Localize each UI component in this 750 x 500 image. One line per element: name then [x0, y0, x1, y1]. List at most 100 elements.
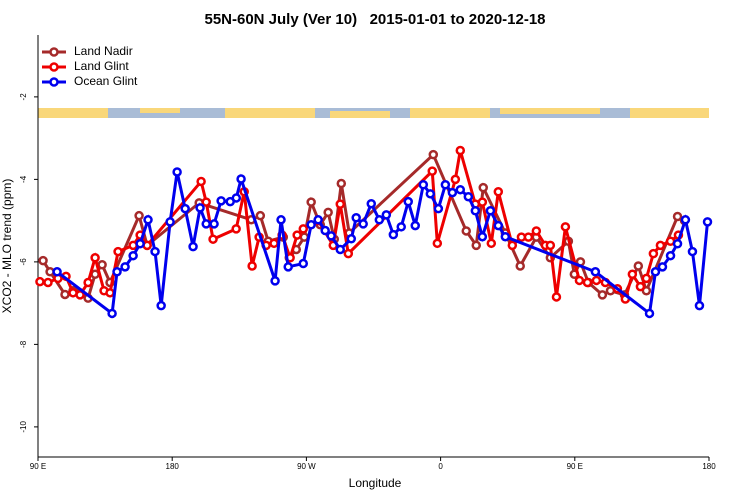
data-point [306, 220, 316, 230]
data-point [627, 269, 638, 280]
data-point [83, 277, 93, 288]
data-point [38, 255, 48, 266]
x-tick-label: 90 E [30, 462, 46, 471]
data-point [694, 300, 705, 311]
data-point [292, 230, 302, 240]
data-point [523, 232, 534, 242]
y-tick-label: -10 [19, 421, 28, 433]
x-tick-label: 180 [166, 462, 180, 471]
data-point [335, 244, 345, 255]
data-point [150, 246, 160, 257]
data-point [283, 262, 293, 272]
data-point [208, 234, 218, 244]
data-point [450, 174, 461, 185]
data-point [320, 225, 330, 236]
data-point [105, 288, 115, 298]
data-point [134, 210, 144, 221]
data-point [641, 286, 652, 296]
legend-marker [49, 62, 59, 72]
data-point [298, 224, 309, 234]
data-point [97, 260, 107, 270]
data-point [201, 219, 211, 229]
data-point [113, 246, 123, 257]
data-point [403, 196, 413, 207]
data-point [650, 267, 661, 277]
data-point [366, 198, 377, 209]
data-point [461, 226, 471, 236]
data-point [358, 219, 368, 229]
data-point [655, 240, 666, 251]
data-point [326, 231, 336, 241]
data-point [582, 277, 593, 288]
data-point [75, 290, 85, 300]
data-point [156, 300, 166, 311]
data-point [388, 229, 399, 240]
data-point [551, 292, 562, 302]
data-point [216, 196, 226, 206]
y-tick-label: -6 [19, 258, 28, 266]
legend-label: Ocean Glint [74, 74, 138, 88]
data-point [172, 167, 182, 177]
data-point [306, 197, 316, 207]
chart-title: 55N-60N July (Ver 10) 2015-01-01 to 2020… [204, 11, 545, 28]
data-point [381, 210, 392, 220]
data-point [201, 197, 211, 207]
data-point [323, 207, 333, 218]
data-point [507, 240, 518, 251]
data-point [209, 219, 219, 229]
data-point [657, 262, 668, 272]
legend-marker [49, 47, 59, 57]
data-point [486, 238, 497, 249]
data-point [672, 211, 683, 222]
data-point [428, 149, 439, 160]
data-point [531, 226, 542, 236]
data-point [597, 290, 608, 300]
data-point [343, 248, 354, 259]
data-point [396, 222, 406, 232]
data-point [590, 267, 601, 277]
data-point [471, 240, 481, 251]
data-point [702, 217, 713, 227]
data-point [180, 203, 190, 214]
data-point [43, 277, 53, 288]
data-point [135, 238, 145, 249]
data-point [418, 179, 429, 190]
data-point [298, 258, 309, 269]
data-point [128, 250, 138, 261]
data-point [433, 203, 444, 214]
data-point [196, 176, 206, 187]
data-point [276, 215, 286, 225]
x-tick-label: 90 E [567, 462, 583, 471]
y-axis-title: XCO2 - MLO trend (ppm) [0, 179, 14, 314]
data-point [143, 215, 153, 225]
x-tick-label: 0 [438, 462, 443, 471]
y-tick-label: -4 [19, 175, 28, 183]
data-point [374, 215, 385, 225]
data-point [270, 276, 280, 286]
data-point [485, 205, 496, 216]
data-point [633, 261, 644, 271]
data-point [195, 203, 205, 213]
data-point [236, 174, 246, 184]
data-point [165, 217, 175, 227]
data-point [335, 199, 345, 209]
data-point [269, 238, 279, 249]
data-point [247, 261, 257, 271]
y-tick-label: -8 [19, 340, 28, 348]
data-point [477, 231, 488, 242]
data-point [455, 184, 466, 195]
data-point [470, 205, 481, 216]
data-point [560, 222, 571, 232]
data-point [351, 212, 361, 223]
data-point [635, 281, 646, 292]
data-point [425, 189, 436, 199]
legend-marker [49, 77, 59, 87]
x-tick-label: 180 [702, 462, 716, 471]
data-point [591, 275, 602, 286]
data-point [427, 166, 437, 176]
legend-label: Land Nadir [74, 44, 133, 58]
y-tick-label: -2 [19, 93, 28, 101]
legend-label: Land Glint [74, 59, 129, 73]
data-point [644, 308, 655, 319]
